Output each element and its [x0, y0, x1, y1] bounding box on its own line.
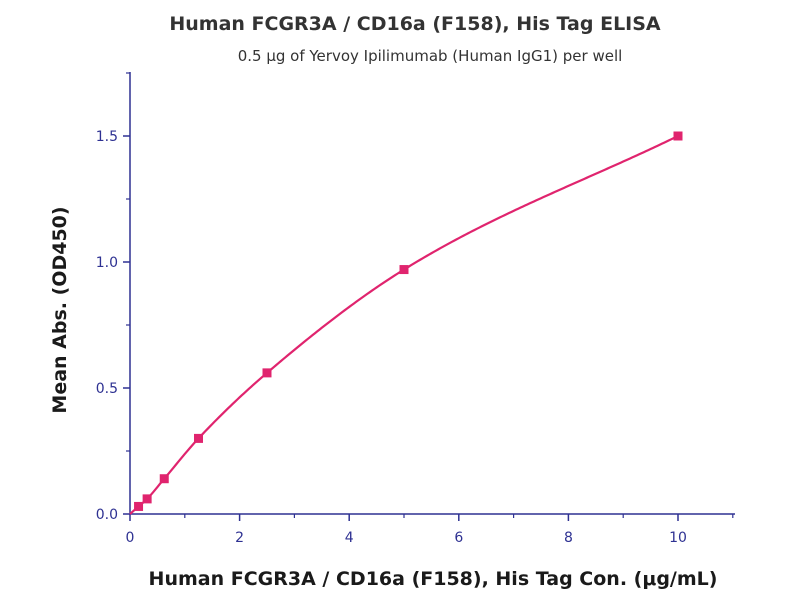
data-point — [399, 265, 409, 275]
chart-title: Human FCGR3A / CD16a (F158), His Tag ELI… — [169, 13, 661, 35]
x-tick-label: 4 — [345, 530, 354, 546]
x-tick-label: 6 — [454, 530, 463, 546]
y-tick-label: 0.5 — [96, 381, 118, 397]
data-point — [159, 474, 169, 484]
fit-curve — [129, 135, 679, 515]
y-tick-label: 1.0 — [96, 255, 118, 271]
y-axis-label: Mean Abs. (OD450) — [49, 206, 71, 413]
x-axis-ticks: 0 2 4 6 8 10 — [126, 514, 734, 546]
x-tick-label: 8 — [564, 530, 573, 546]
y-tick-label: 1.5 — [96, 129, 118, 145]
x-tick-label: 2 — [235, 530, 244, 546]
y-axis-ticks: 0.0 0.5 1.0 1.5 — [96, 72, 130, 523]
data-points — [134, 131, 683, 511]
y-tick-label: 0.0 — [96, 507, 118, 523]
x-tick-label: 10 — [669, 530, 687, 546]
data-point — [262, 368, 272, 378]
x-axis-label: Human FCGR3A / CD16a (F158), His Tag Con… — [149, 568, 718, 590]
x-tick-label: 0 — [126, 530, 135, 546]
chart-subtitle: 0.5 μg of Yervoy Ipilimumab (Human IgG1)… — [238, 47, 623, 65]
data-point — [142, 494, 152, 504]
data-point — [673, 131, 683, 141]
data-point — [134, 501, 144, 511]
data-point — [194, 433, 203, 443]
